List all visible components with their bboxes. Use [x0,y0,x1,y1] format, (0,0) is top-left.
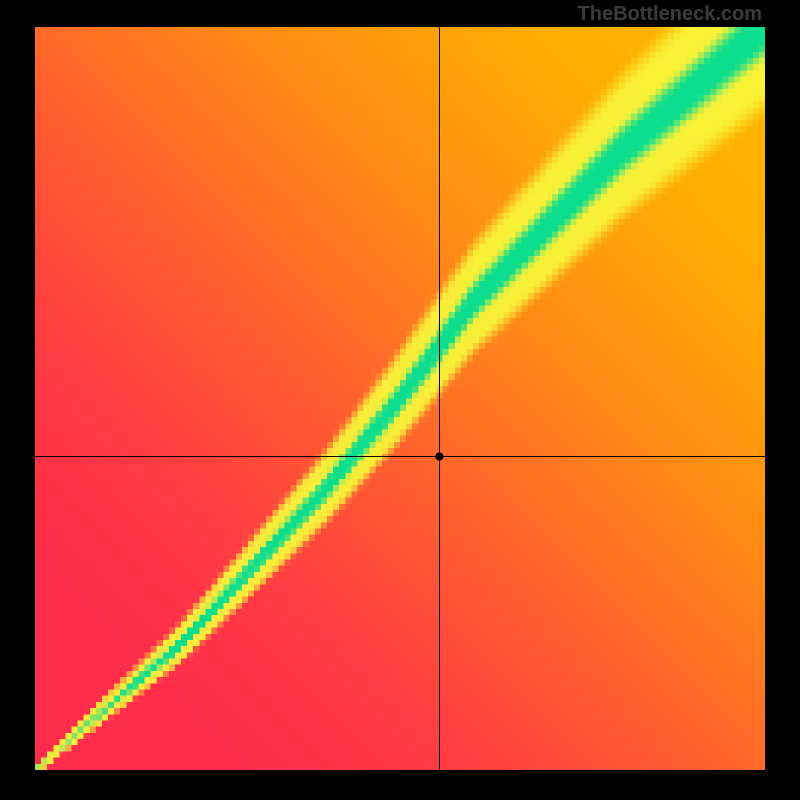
crosshair-overlay [0,0,800,800]
chart-frame: { "watermark": { "text": "TheBottleneck.… [0,0,800,800]
